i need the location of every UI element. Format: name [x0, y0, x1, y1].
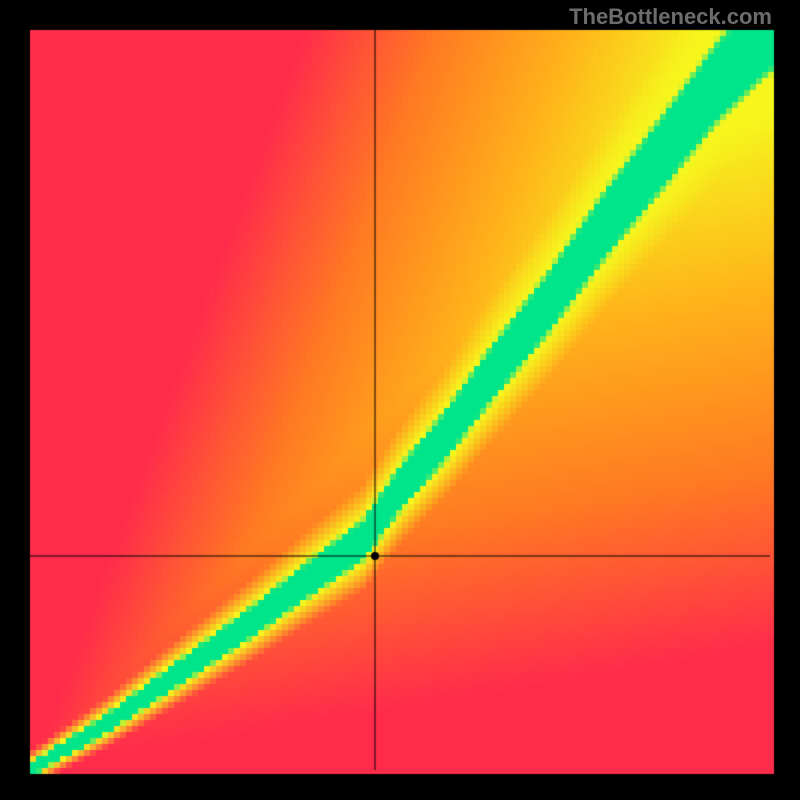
bottleneck-heatmap	[0, 0, 800, 800]
watermark-text: TheBottleneck.com	[569, 4, 772, 30]
